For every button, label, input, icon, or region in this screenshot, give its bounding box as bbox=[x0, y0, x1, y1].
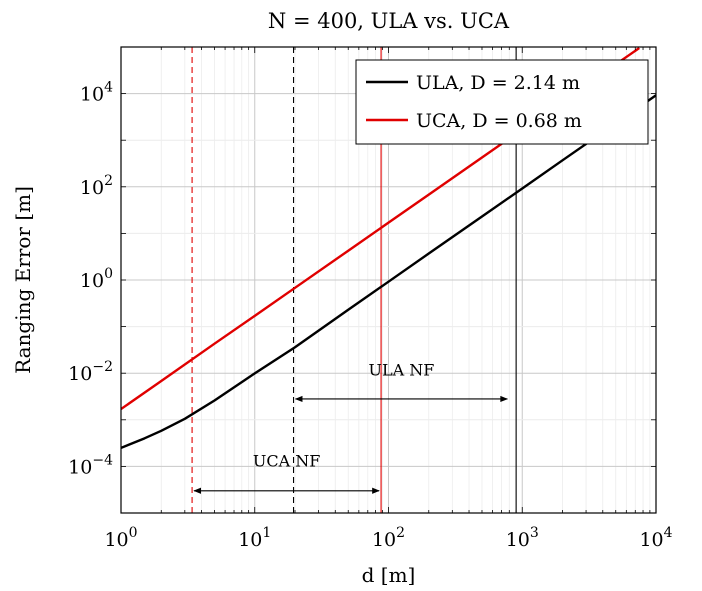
x-tick-label-base: 10 bbox=[372, 529, 396, 551]
legend: ULA, D = 2.14 m UCA, D = 0.68 m bbox=[355, 59, 649, 145]
x-tick-label-base: 10 bbox=[506, 529, 530, 551]
x-tick-label-exponent: 3 bbox=[530, 525, 539, 541]
annotation-label-1: ULA NF bbox=[368, 360, 434, 379]
x-tick-label-1: 100 bbox=[104, 525, 137, 551]
x-tick-label-base: 10 bbox=[238, 529, 262, 551]
y-axis-label: Ranging Error [m] bbox=[11, 186, 35, 374]
x-tick-label-base: 10 bbox=[639, 529, 663, 551]
y-tick-label-base: 10 bbox=[80, 270, 104, 292]
y-tick-label-base: 10 bbox=[80, 84, 104, 106]
annotation-label-2: UCA NF bbox=[253, 451, 320, 470]
series-line-1 bbox=[121, 94, 656, 449]
annotations: ULA NF UCA NF bbox=[193, 360, 509, 494]
x-tick-label-2: 101 bbox=[238, 525, 271, 551]
x-tick-labels: 100 101 102 103 104 bbox=[104, 525, 672, 551]
y-tick-label-2: 10−2 bbox=[68, 359, 113, 385]
y-tick-label-exponent: 0 bbox=[104, 266, 113, 282]
x-tick-label-3: 102 bbox=[372, 525, 405, 551]
x-tick-label-base: 10 bbox=[104, 529, 128, 551]
x-axis-label: d [m] bbox=[362, 563, 416, 587]
y-tick-label-base: 10 bbox=[68, 456, 92, 478]
y-tick-label-exponent: 2 bbox=[104, 173, 113, 189]
legend-box bbox=[355, 59, 649, 145]
x-tick-label-exponent: 4 bbox=[664, 525, 673, 541]
y-tick-label-3: 100 bbox=[80, 266, 113, 292]
x-tick-label-exponent: 2 bbox=[396, 525, 405, 541]
x-tick-label-exponent: 1 bbox=[262, 525, 271, 541]
y-tick-label-1: 10−4 bbox=[68, 452, 113, 478]
legend-label-1: ULA, D = 2.14 m bbox=[416, 72, 580, 94]
y-tick-label-exponent: 4 bbox=[104, 80, 113, 96]
y-tick-label-base: 10 bbox=[80, 177, 104, 199]
legend-label-2: UCA, D = 0.68 m bbox=[416, 110, 582, 132]
tick-marks bbox=[120, 46, 656, 514]
chart-title: N = 400, ULA vs. UCA bbox=[268, 9, 510, 33]
x-tick-label-exponent: 0 bbox=[129, 525, 138, 541]
x-tick-label-4: 103 bbox=[506, 525, 539, 551]
y-tick-label-exponent: −2 bbox=[92, 359, 113, 375]
y-tick-label-4: 102 bbox=[80, 173, 113, 199]
y-tick-label-base: 10 bbox=[68, 363, 92, 385]
y-tick-label-exponent: −4 bbox=[92, 452, 113, 468]
y-tick-label-5: 104 bbox=[80, 80, 113, 106]
x-tick-label-5: 104 bbox=[639, 525, 672, 551]
